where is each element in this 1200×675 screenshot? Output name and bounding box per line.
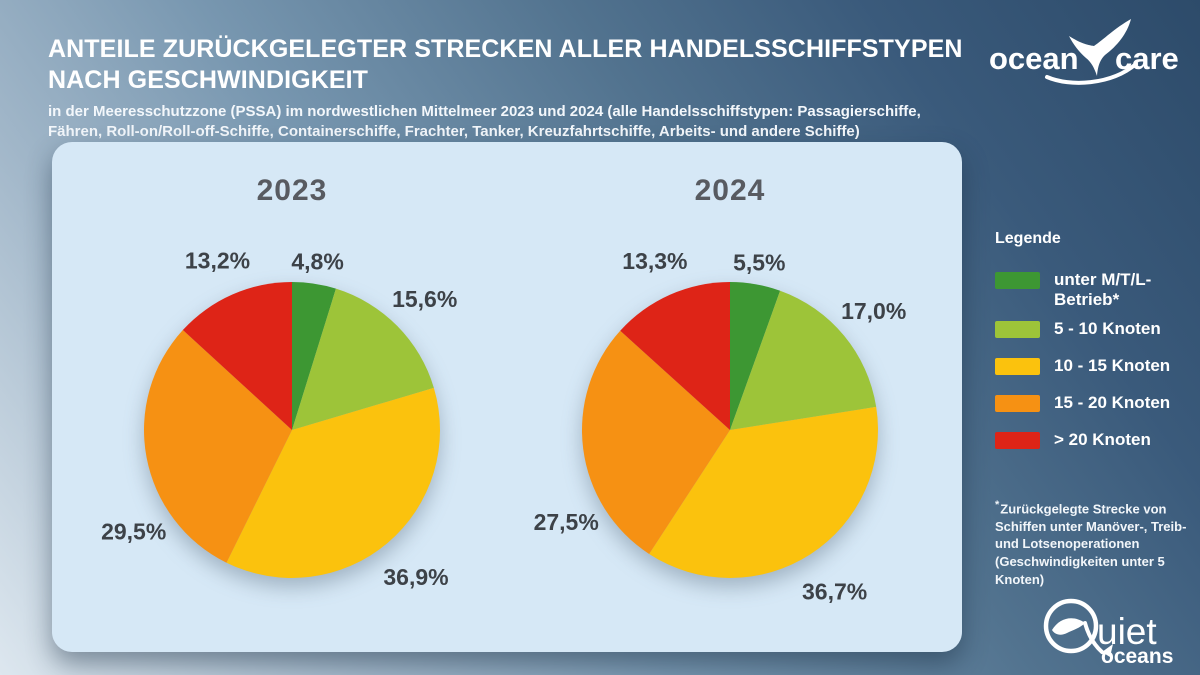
footnote-text: Zurückgelegte Strecke von Schiffen unter… [995,501,1187,587]
pie-label-2023-4: 13,2% [185,248,250,274]
oceancare-word-ocean: ocean [989,41,1079,76]
legend-item-label: 5 - 10 Knoten [1054,319,1161,339]
legend-item-label: unter M/T/L-Betrieb* [1054,270,1152,310]
page-title-line1: ANTEILE ZURÜCKGELEGTER STRECKEN ALLER HA… [48,35,963,63]
pie-slice-2024-1 [730,290,877,430]
pie-label-2024-4: 13,3% [622,248,687,274]
oceancare-logo-graphic: ocean care [989,19,1179,85]
whale-fluke-icon [1102,644,1113,657]
legend-swatch-icon [995,321,1040,339]
pie-slice-2024-0 [730,282,781,430]
quietoceans-word-oceans: oceans [1101,645,1173,668]
pie-label-2024-0: 5,5% [733,249,785,275]
legend-heading: Legende [995,230,1061,247]
whale-tail-stroke-icon [1083,621,1104,654]
pie-slice-2023-0 [292,282,336,430]
pie-chart-2023 [144,282,440,578]
pie-label-2024-2: 36,7% [802,579,867,605]
pie-slice-2024-4 [620,282,730,430]
pie-label-2023-0: 4,8% [291,249,343,275]
q-circle-icon [1043,598,1099,654]
whale-tail-icon [1069,19,1131,76]
page-title-line2: NACH GESCHWINDIGKEIT [48,65,369,94]
legend-item-label: > 20 Knoten [1054,430,1151,450]
whale-icon [1052,618,1085,635]
legend-item-3: 15 - 20 Knoten [995,393,1189,413]
pie-label-2023-3: 29,5% [101,518,166,544]
legend-footnote: *Zurückgelegte Strecke von Schiffen unte… [995,498,1187,588]
legend-item-label: 15 - 20 Knoten [1054,393,1171,413]
quietoceans-word-quiet: uiet [1097,611,1157,652]
chart-title-2023: 2023 [256,174,328,207]
chart-title-2024: 2024 [694,174,766,207]
pie-label-2023-2: 36,9% [383,564,448,590]
legend-swatch-icon [995,432,1040,450]
quietoceans-logo: uiet oceans [1040,590,1192,670]
pie-label-2023-1: 15,6% [392,286,457,312]
pie-label-2024-1: 17,0% [841,298,906,324]
legend-swatch-icon [995,272,1040,289]
oceancare-logo: ocean care [985,12,1185,98]
pie-chart-2024 [582,282,879,578]
pie-slice-2024-2 [649,406,879,578]
page-subtitle: in der Meeresschutzzone (PSSA) im nordwe… [48,103,921,141]
legend-item-2: 10 - 15 Knoten [995,356,1189,376]
pie-slice-2024-3 [582,330,730,554]
legend: Legende unter M/T/L-Betrieb* 5 - 10 Knote… [995,230,1189,450]
pie-slice-2023-4 [182,282,292,430]
pie-charts-canvas: 4,8% 15,6% 36,9% 29,5% 13,2% 5,5% 17,0% 36,7% 27… [101,248,906,605]
footnote-asterisk: * [995,499,1000,511]
wave-arc-icon [1045,62,1138,85]
legend-items: unter M/T/L-Betrieb* 5 - 10 Knoten 10 - 15… [995,270,1189,450]
legend-item-0: unter M/T/L-Betrieb* [995,270,1189,310]
header: ANTEILE ZURÜCKGELEGTER STRECKEN ALLER HA… [48,34,973,143]
pie-slice-2023-3 [144,330,292,563]
legend-swatch-icon [995,395,1040,413]
legend-swatch-icon [995,358,1040,376]
pie-label-2024-3: 27,5% [534,509,599,535]
quietoceans-logo-graphic: uiet oceans [1043,598,1173,668]
legend-item-4: > 20 Knoten [995,430,1189,450]
page-title: ANTEILE ZURÜCKGELEGTER STRECKEN ALLER HA… [48,34,973,95]
pie-slice-2023-2 [226,387,440,578]
chart-panel: 2023 2024 4,8% 15,6% 36,9% 29,5% 13,2% 5,5% 17… [52,142,962,652]
pie-slice-2023-1 [292,288,434,430]
legend-item-1: 5 - 10 Knoten [995,319,1189,339]
legend-item-label: 10 - 15 Knoten [1054,356,1171,376]
